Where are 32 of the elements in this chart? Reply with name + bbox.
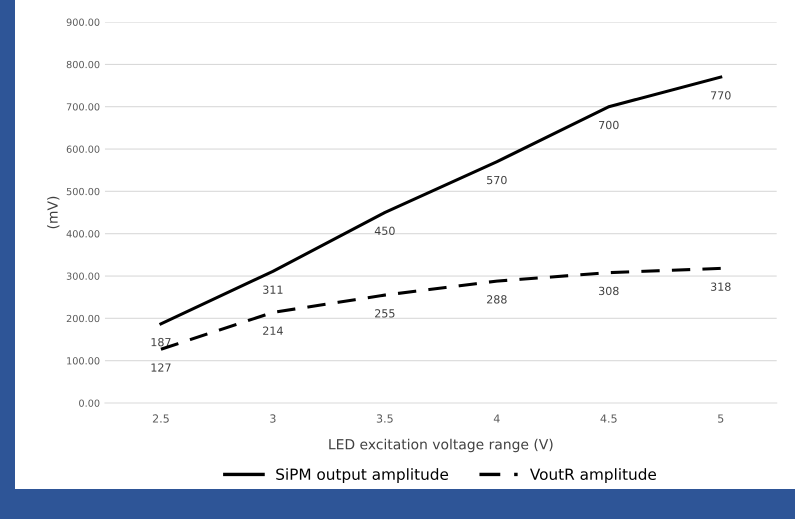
y-tick-label: 100.00	[67, 357, 100, 365]
x-tick-label: 5	[718, 414, 724, 423]
x-tick-label: 4.5	[600, 414, 617, 423]
y-tick-label: 900.00	[66, 18, 100, 26]
data-label: 187	[152, 338, 171, 346]
y-tick-label: 0.00	[79, 399, 100, 407]
y-tick-label: 600.00	[66, 146, 100, 153]
data-label: 770	[711, 91, 731, 100]
x-tick-label: 3.5	[376, 414, 393, 423]
y-tick-label: 200.00	[66, 314, 100, 322]
data-label: 318	[710, 282, 731, 291]
data-label: 255	[375, 309, 394, 318]
y-tick-label: 800.00	[66, 60, 100, 68]
y-tick-label: 500.00	[66, 188, 100, 196]
data-label: 311	[263, 285, 282, 294]
y-tick-label: 400.00	[66, 230, 100, 238]
y-tick-label: 700.00	[66, 103, 100, 111]
data-label: 308	[599, 286, 619, 296]
x-tick-label: 2.5	[152, 414, 169, 423]
x-axis-title: LED excitation voltage range (V)	[329, 438, 553, 452]
data-label: 127	[152, 363, 171, 372]
data-label: 570	[487, 176, 507, 184]
data-label: 288	[487, 295, 507, 304]
x-tick-label: 3	[270, 414, 276, 423]
y-axis-title: (mV)	[47, 196, 60, 228]
legend-label: SiPM output amplitude	[276, 468, 448, 483]
x-tick-label: 4	[494, 414, 500, 423]
data-label: 214	[263, 326, 283, 335]
y-tick-label: 300.00	[66, 272, 100, 280]
legend-label: VoutR amplitude	[530, 468, 656, 483]
data-label: 700	[599, 120, 619, 130]
data-label: 450	[374, 226, 395, 236]
